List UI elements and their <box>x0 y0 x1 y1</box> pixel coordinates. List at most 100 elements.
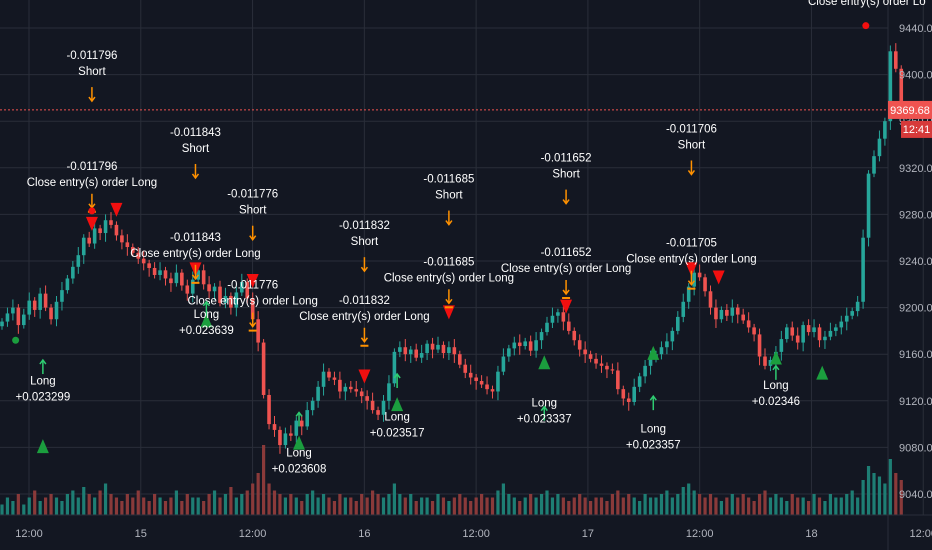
candle-body <box>256 319 260 343</box>
volume-bar <box>698 494 702 515</box>
candle-body <box>512 342 517 349</box>
long-entry-arrow-head <box>772 364 780 371</box>
volume-bar <box>409 494 413 515</box>
candle-body <box>212 286 217 292</box>
candle-body <box>32 300 37 310</box>
volume-bar <box>605 501 609 515</box>
volume-bar <box>828 494 832 515</box>
volume-bar <box>343 497 347 515</box>
price-tag <box>888 100 932 119</box>
volume-bar <box>556 494 560 515</box>
time-axis[interactable]: 12:001512:001612:001712:001812:001912:00… <box>15 528 932 540</box>
volume-bar <box>774 494 778 515</box>
candle-body <box>561 312 566 322</box>
long-value-label: +0.023517 <box>370 428 425 440</box>
volume-bar <box>22 504 26 515</box>
volume-bar <box>452 497 456 515</box>
candle-body <box>43 293 48 308</box>
volume-bar <box>676 494 680 515</box>
volume-bar <box>207 494 211 515</box>
candle-body <box>16 307 21 326</box>
volume-bar <box>27 497 31 515</box>
volume-bar <box>87 494 91 515</box>
close-value-label: -0.011685 <box>423 256 474 268</box>
volume-bar <box>229 487 233 515</box>
volume-bar <box>16 494 20 515</box>
volume-bar <box>736 497 740 515</box>
volume-bar <box>480 494 484 515</box>
volume-bar <box>523 497 527 515</box>
close-value-label: -0.011705 <box>666 238 717 250</box>
candle-body <box>169 278 173 284</box>
volume-bar <box>589 501 593 515</box>
candle-body <box>763 356 767 366</box>
volume-bar <box>103 483 108 515</box>
candle-body <box>240 281 244 293</box>
long-entry-arrow-head <box>202 300 210 307</box>
short-value-label: -0.011685 <box>423 174 474 186</box>
candle-body <box>637 376 642 387</box>
volume-bar <box>632 497 636 515</box>
candle-body <box>468 372 473 378</box>
candle-body <box>616 370 620 390</box>
candle-body <box>27 300 32 315</box>
volume-bar <box>567 501 571 515</box>
volume-bar <box>490 497 495 515</box>
candle-body <box>283 433 288 446</box>
volume-bar <box>49 494 53 515</box>
candle-body <box>899 68 904 110</box>
short-value-label: -0.011843 <box>170 127 221 139</box>
volume-bar <box>98 490 102 515</box>
volume-bar <box>223 494 228 515</box>
candle-body <box>485 384 489 390</box>
candle-body <box>250 298 255 320</box>
volume-bar <box>65 494 69 515</box>
exit-dot <box>88 207 96 215</box>
short-order-arrow-head <box>249 235 257 241</box>
buy-triangle <box>36 439 49 454</box>
volume-bar <box>845 494 849 515</box>
volume-bar <box>142 497 146 515</box>
candle-body <box>201 270 206 285</box>
short-label: Short <box>239 205 267 217</box>
volume-bar <box>894 473 898 515</box>
volume-bar <box>877 476 882 515</box>
volume-bar <box>163 501 168 515</box>
volume-bar <box>687 483 691 515</box>
volume-bar <box>583 497 587 515</box>
short-label: Short <box>351 236 379 248</box>
sell-triangle <box>246 273 259 288</box>
candle-body <box>659 347 664 355</box>
candle-body <box>98 228 102 234</box>
volume-bar <box>654 497 658 515</box>
close-order-arrow-head <box>562 289 570 296</box>
long-entry-arrow-head <box>393 372 401 379</box>
volume-bar <box>316 497 320 515</box>
volume-bar <box>441 497 446 515</box>
candle-body <box>38 293 42 310</box>
short-order-arrow-head <box>687 170 696 176</box>
candle-body <box>583 349 587 355</box>
candle-body <box>795 335 800 343</box>
volume-bar <box>158 497 162 515</box>
time-tick-label: 12:00 <box>239 528 267 540</box>
volume-bar <box>703 497 707 515</box>
volume-bar <box>801 497 805 515</box>
candle-body <box>294 420 299 436</box>
volume-bar <box>856 497 860 515</box>
long-label: Long <box>640 423 666 435</box>
volume-bar <box>76 497 80 515</box>
candle-body <box>768 360 773 366</box>
buy-triangle <box>200 313 213 328</box>
candle-body <box>877 138 882 157</box>
candle-body <box>686 286 691 302</box>
candle-body <box>109 220 113 225</box>
candle-body <box>556 312 560 316</box>
candle-body <box>278 429 282 446</box>
close-value-label: -0.011776 <box>227 280 278 292</box>
price-tick-label: 9400.00 <box>899 70 932 82</box>
candle-body <box>534 340 538 351</box>
candle-body <box>180 272 184 286</box>
